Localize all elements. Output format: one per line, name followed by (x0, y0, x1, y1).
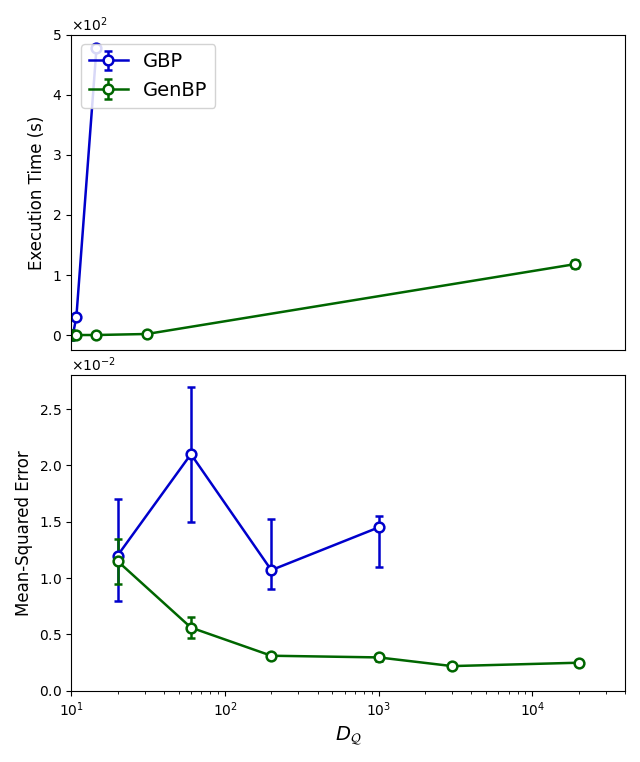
Y-axis label: Mean-Squared Error: Mean-Squared Error (15, 450, 33, 616)
Legend: GBP, GenBP: GBP, GenBP (81, 44, 216, 107)
X-axis label: $D_{\mathcal{Q}}$: $D_{\mathcal{Q}}$ (335, 725, 362, 747)
Y-axis label: Execution Time (s): Execution Time (s) (28, 115, 46, 270)
